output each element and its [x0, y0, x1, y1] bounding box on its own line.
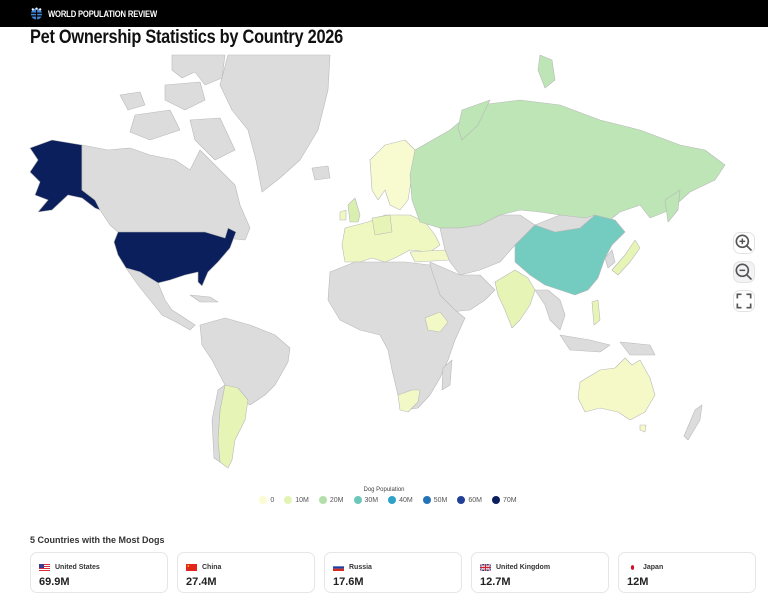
korea	[604, 249, 616, 269]
fullscreen-icon	[736, 293, 752, 309]
africa	[327, 261, 466, 411]
legend-label: 70M	[503, 496, 517, 504]
japan	[611, 239, 641, 276]
country-card[interactable]: United Kingdom 12.7M	[471, 552, 609, 593]
legend-label: 20M	[329, 496, 344, 504]
country-value: 12M	[627, 576, 649, 588]
country-name: China	[202, 563, 222, 571]
country-card[interactable]: Russia 17.6M	[324, 552, 462, 593]
country-value: 27.4M	[186, 576, 217, 588]
legend-swatch	[492, 496, 501, 504]
legend-swatch	[318, 496, 327, 504]
philippines	[591, 299, 601, 326]
ireland	[339, 209, 347, 221]
legend-swatch	[353, 496, 362, 504]
south-america	[199, 317, 291, 406]
fullscreen-button[interactable]	[733, 290, 755, 312]
united-kingdom	[347, 197, 361, 223]
legend-title: Dog Population	[363, 487, 405, 493]
legend-item[interactable]: 30M	[353, 496, 379, 504]
country-name: United States	[55, 563, 100, 571]
site-brand[interactable]: WORLD POPULATION REVIEW	[48, 8, 157, 19]
legend-label: 30M	[364, 496, 379, 504]
country-name: United Kingdom	[496, 563, 551, 571]
legend-item[interactable]: 40M	[388, 496, 413, 504]
legend-item[interactable]: 60M	[457, 496, 482, 504]
western-europe	[341, 214, 441, 263]
legend-swatch	[457, 496, 466, 504]
canada	[81, 144, 251, 241]
top-countries-cards: United States 69.9M China 27.4M Russia 1…	[30, 552, 756, 593]
china-flag-icon	[186, 563, 197, 571]
chile	[211, 384, 226, 463]
zoom-in-icon	[735, 234, 753, 252]
legend-label: 10M	[295, 496, 309, 504]
country-card[interactable]: Japan 12M	[618, 552, 756, 593]
mexico	[125, 267, 196, 331]
india	[494, 269, 536, 329]
legend-label: 0	[270, 496, 275, 504]
country-value: 69.9M	[39, 576, 70, 588]
legend-label: 60M	[468, 496, 483, 504]
south-africa	[397, 389, 421, 413]
legend-swatch	[388, 496, 397, 504]
site-header: WORLD POPULATION REVIEW	[0, 0, 768, 27]
greenland	[219, 54, 331, 193]
mongolia	[534, 214, 596, 233]
legend-item[interactable]: 50M	[422, 496, 448, 504]
country-card[interactable]: China 27.4M	[177, 552, 315, 593]
country-value: 17.6M	[333, 576, 364, 588]
zoom-in-button[interactable]	[733, 232, 755, 254]
country-value: 12.7M	[480, 576, 511, 588]
southeast-asia	[534, 289, 566, 331]
choropleth-map[interactable]	[0, 52, 768, 480]
russia-flag-icon	[333, 563, 344, 571]
top-countries-title: 5 Countries with the Most Dogs	[30, 535, 165, 545]
legend-swatch	[259, 496, 268, 504]
new-zealand	[683, 404, 703, 441]
legend-swatch	[422, 496, 431, 504]
uk-flag-icon	[480, 563, 491, 571]
turkey	[409, 249, 451, 263]
japan-flag-icon	[627, 563, 638, 571]
globe-people-icon	[30, 7, 43, 20]
australia	[577, 357, 656, 421]
world-map[interactable]	[0, 52, 768, 480]
scandinavia	[369, 139, 416, 211]
legend-item[interactable]: 20M	[318, 496, 344, 504]
legend-label: 50M	[433, 496, 448, 504]
germany	[371, 214, 393, 236]
legend-item[interactable]: 10M	[284, 496, 309, 504]
country-name: Russia	[349, 563, 372, 571]
legend-swatch	[284, 496, 293, 504]
legend-label: 40M	[399, 496, 413, 504]
us-flag-icon	[39, 563, 50, 571]
map-zoom-controls	[733, 232, 755, 312]
country-name: Japan	[643, 563, 664, 571]
page-title: Pet Ownership Statistics by Country 2026	[30, 27, 343, 48]
legend-item[interactable]: 70M	[492, 496, 517, 504]
country-card[interactable]: United States 69.9M	[30, 552, 168, 593]
madagascar	[441, 359, 453, 391]
zoom-out-button[interactable]	[733, 261, 755, 283]
zoom-out-icon	[735, 263, 753, 281]
map-legend: Dog Population 0 10M 20M 30M 40M 50M 60M…	[0, 487, 768, 504]
legend-item[interactable]: 0	[259, 496, 274, 504]
ethiopia	[424, 311, 449, 333]
